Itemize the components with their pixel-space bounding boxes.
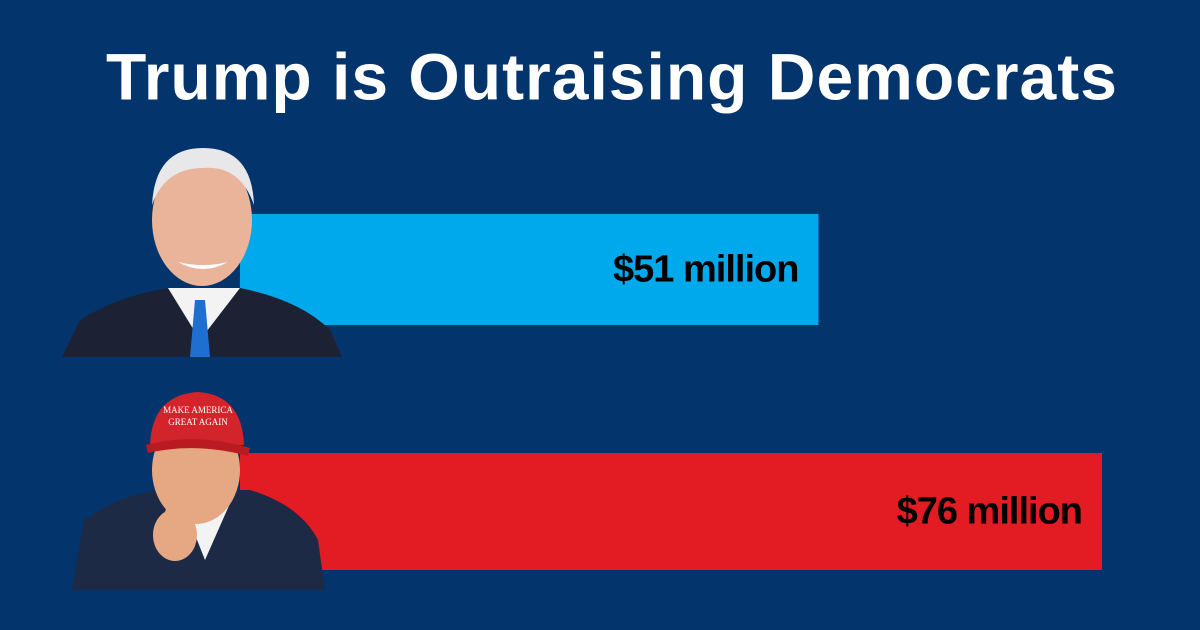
bar xyxy=(240,214,819,325)
value-label: $76 million xyxy=(897,491,1082,533)
bar xyxy=(240,453,1102,570)
value-label: $51 million xyxy=(613,249,798,291)
chart-title: Trump is Outraising Democrats xyxy=(106,39,1118,113)
bars: $51 million $76 million xyxy=(240,214,1102,570)
portrait xyxy=(62,148,342,357)
portrait: MAKE AMERICA GREAT AGAIN xyxy=(72,392,325,590)
cap-text: MAKE AMERICA xyxy=(163,405,233,415)
cap-text: GREAT AGAIN xyxy=(168,417,228,427)
